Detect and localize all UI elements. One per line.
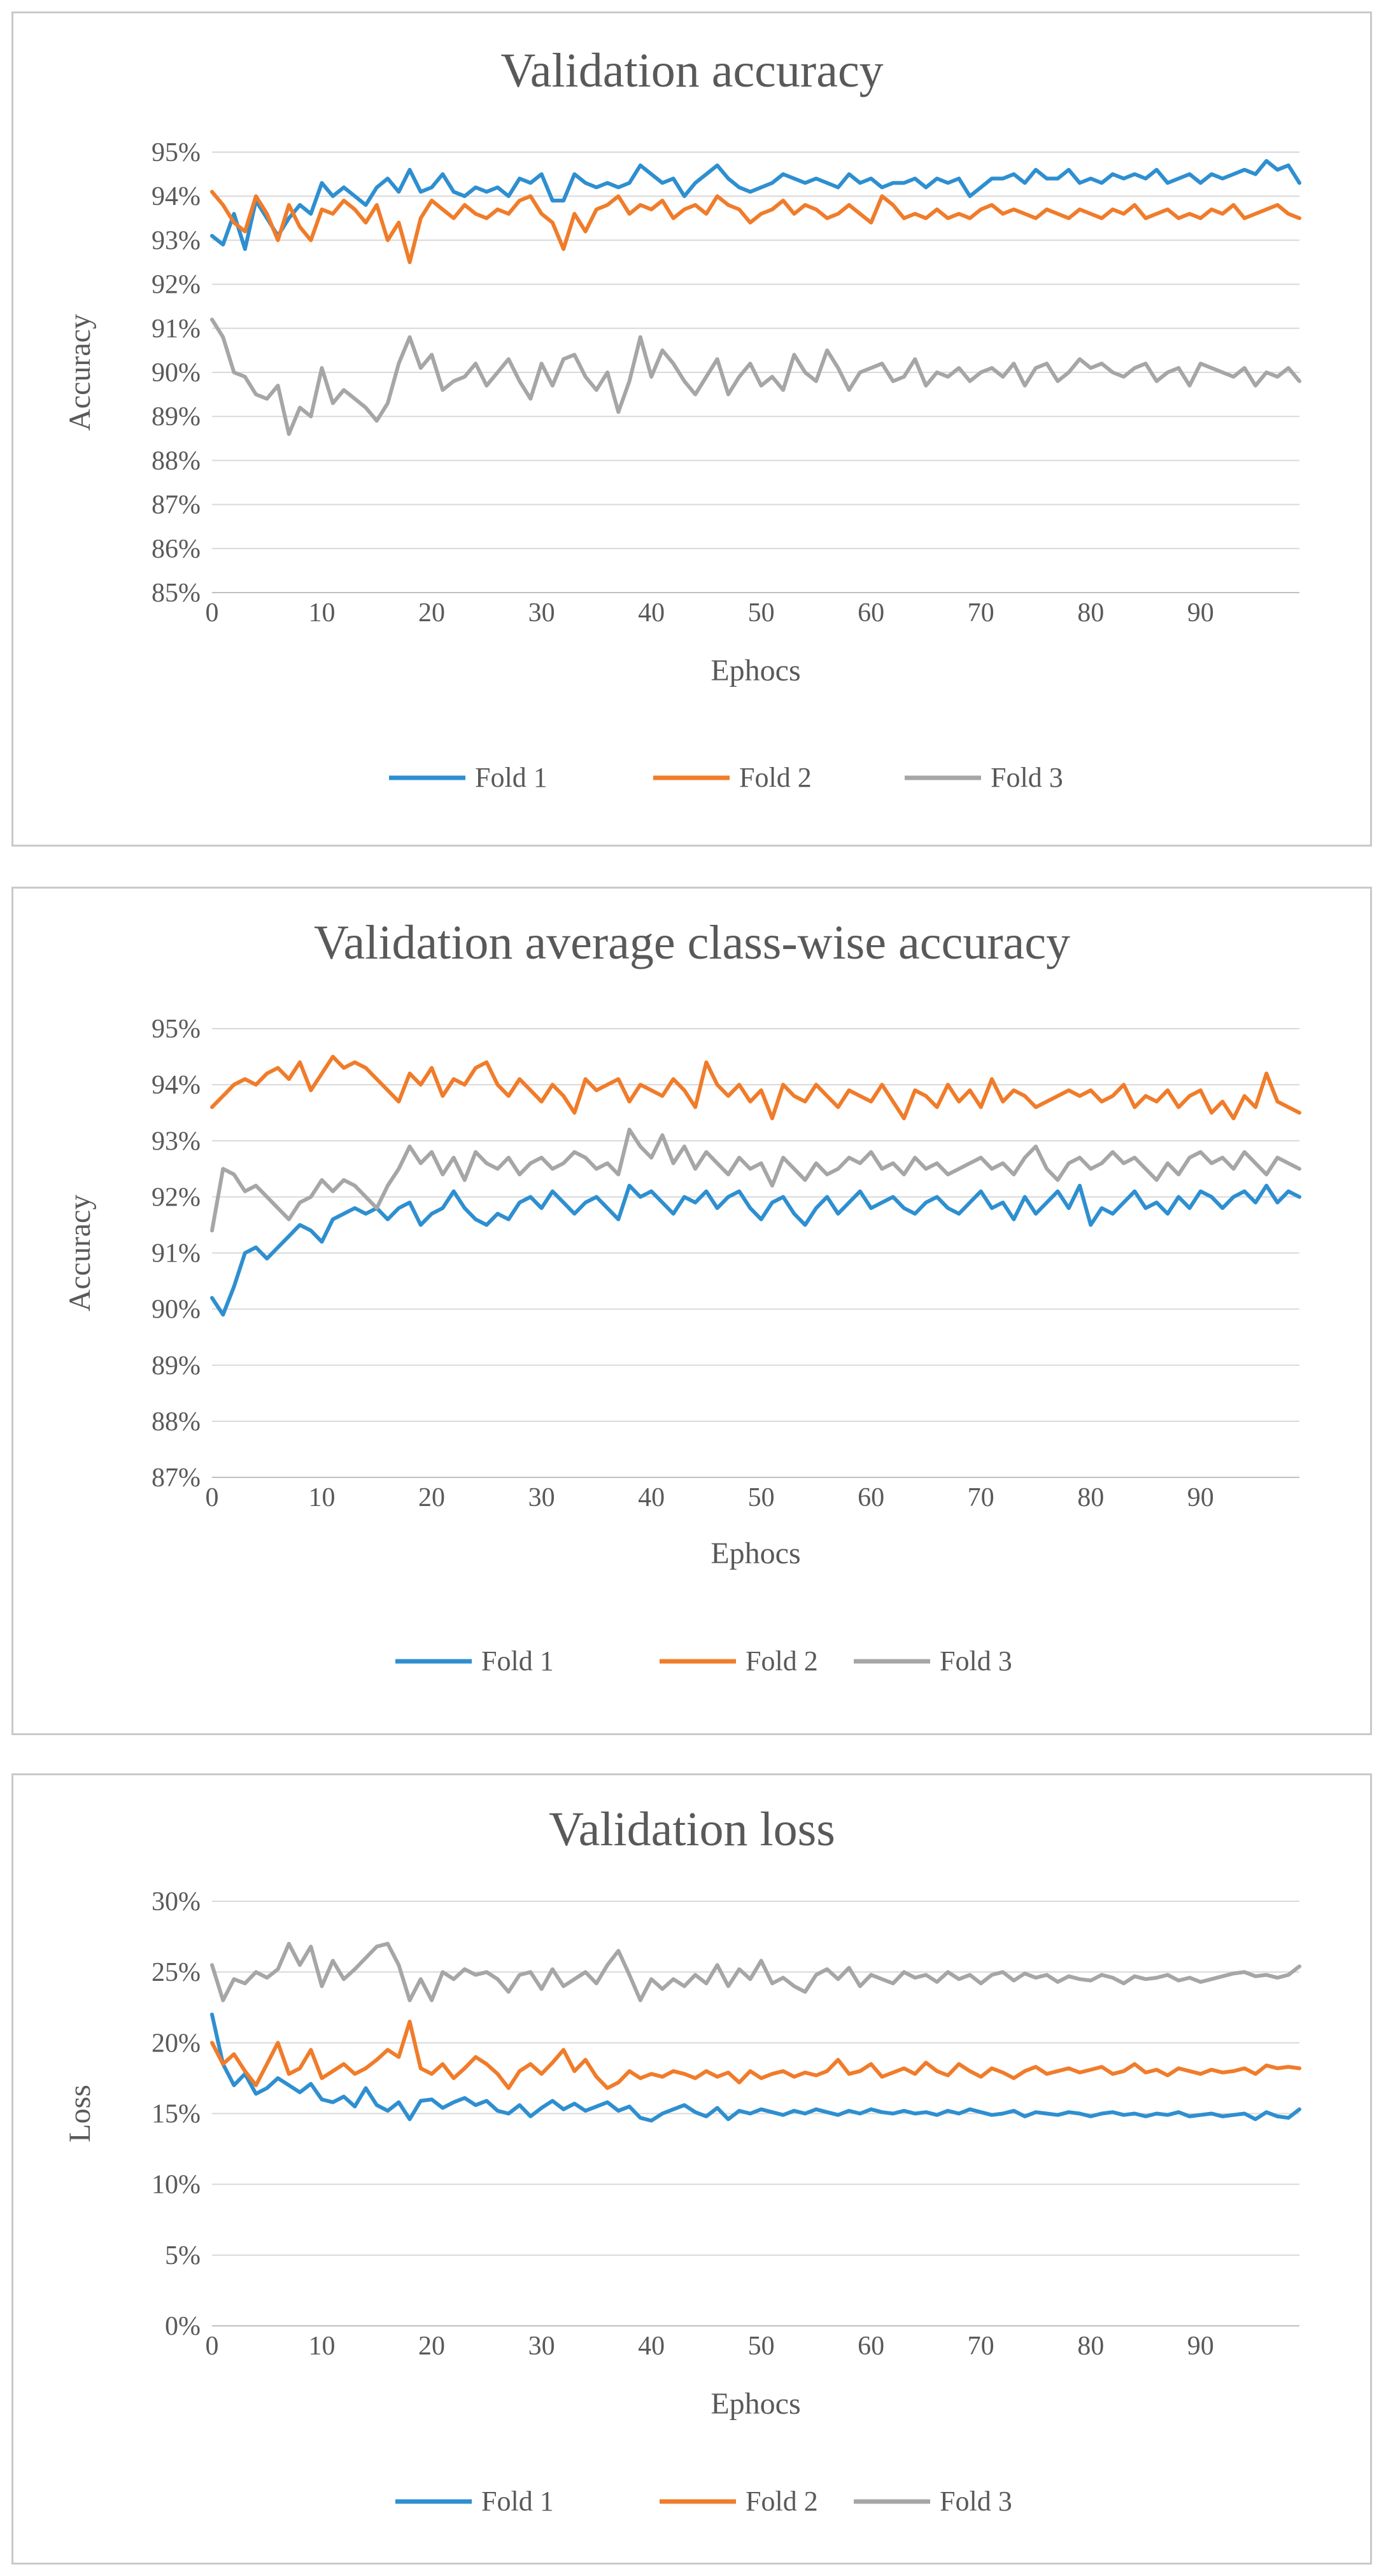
validation-classwise-accuracy-chart-panel: Validation average class-wise accuracy 87… (11, 887, 1372, 1735)
validation-accuracy-chart-panel: Validation accuracy 85% 86% 87% 88% 89% 90% 91%… (11, 11, 1372, 847)
y-tick-label: 88% (152, 1407, 201, 1437)
legend-label-fold-1: Fold 1 (481, 2486, 554, 2517)
y-tick-label: 5% (165, 2241, 201, 2270)
y-tick-label: 91% (152, 314, 201, 344)
series-line-fold-3 (210, 1127, 1301, 1233)
y-tick-label: 87% (152, 1463, 201, 1493)
x-tick-label: 30 (528, 598, 555, 628)
legend-label-fold-3: Fold 3 (991, 762, 1063, 793)
y-tick-label: 93% (152, 1127, 201, 1156)
y-tick-label: 91% (152, 1239, 201, 1269)
y-tick-label: 87% (152, 491, 201, 520)
x-tick-label: 10 (309, 1483, 336, 1512)
legend-label-fold-1: Fold 1 (481, 1645, 554, 1677)
y-tick-label: 88% (152, 446, 201, 475)
y-axis-label: Loss (63, 2085, 97, 2143)
x-tick-label: 0 (206, 2332, 219, 2361)
x-tick-label: 10 (309, 598, 336, 628)
x-tick-label: 80 (1077, 1483, 1104, 1512)
series-line-fold-3 (210, 318, 1301, 436)
y-tick-label: 20% (152, 2029, 201, 2058)
y-tick-label: 95% (152, 1015, 201, 1044)
validation-classwise-accuracy-chart: Validation average class-wise accuracy 87… (63, 916, 1301, 1677)
x-axis-label: Ephocs (711, 654, 800, 687)
y-axis-label: Accuracy (63, 1195, 97, 1312)
y-tick-label: 93% (152, 226, 201, 255)
x-tick-label: 20 (418, 1483, 445, 1512)
x-tick-label: 70 (968, 598, 994, 628)
y-tick-label: 25% (152, 1958, 201, 1987)
series-line-fold-1 (210, 1183, 1301, 1317)
x-tick-label: 40 (638, 1483, 665, 1512)
x-tick-label: 90 (1187, 2332, 1214, 2361)
x-tick-label: 90 (1187, 598, 1214, 628)
y-tick-label: 94% (152, 182, 201, 211)
chart-title: Validation accuracy (500, 44, 883, 97)
y-tick-label: 0% (165, 2312, 201, 2341)
y-tick-label: 10% (152, 2171, 201, 2200)
x-axis-label: Ephocs (711, 2387, 800, 2421)
y-tick-label: 95% (152, 138, 201, 167)
x-tick-label: 60 (858, 598, 884, 628)
series-line-fold-1 (210, 2012, 1301, 2123)
y-tick-label: 89% (152, 402, 201, 432)
y-tick-label: 86% (152, 535, 201, 564)
chart-title: Validation average class-wise accuracy (314, 916, 1070, 969)
y-axis-label: Accuracy (63, 314, 97, 431)
y-tick-label: 94% (152, 1071, 201, 1100)
y-tick-label: 92% (152, 1183, 201, 1212)
series-line-fold-2 (210, 1055, 1301, 1120)
x-tick-label: 80 (1077, 2332, 1104, 2361)
y-tick-label: 92% (152, 271, 201, 300)
validation-loss-chart-panel: Validation loss 0% 5% 10% 15% 20% 25% 30% 0 10 20 3… (11, 1773, 1372, 2565)
x-tick-label: 50 (748, 2332, 775, 2361)
x-tick-label: 60 (858, 1483, 884, 1512)
series-line-fold-2 (210, 190, 1301, 264)
validation-loss-chart: Validation loss 0% 5% 10% 15% 20% 25% 30% 0 10 20 3… (63, 1803, 1301, 2517)
y-tick-label: 90% (152, 358, 201, 388)
series-line-fold-3 (210, 1941, 1301, 2002)
legend-label-fold-2: Fold 2 (739, 762, 812, 793)
x-tick-label: 20 (418, 598, 445, 628)
validation-accuracy-chart: Validation accuracy 85% 86% 87% 88% 89% 90% 91%… (63, 44, 1301, 793)
x-tick-label: 90 (1187, 1483, 1214, 1512)
legend-label-fold-1: Fold 1 (475, 762, 548, 793)
x-tick-label: 40 (638, 2332, 665, 2361)
series-line-fold-1 (210, 158, 1301, 251)
x-tick-label: 40 (638, 598, 665, 628)
x-tick-label: 20 (418, 2332, 445, 2361)
series-line-fold-2 (210, 2020, 1301, 2090)
x-tick-label: 0 (206, 1483, 219, 1512)
x-tick-label: 10 (309, 2332, 336, 2361)
x-tick-label: 50 (748, 1483, 775, 1512)
x-tick-label: 70 (968, 2332, 994, 2361)
x-tick-label: 70 (968, 1483, 994, 1512)
chart-title: Validation loss (549, 1803, 835, 1856)
legend-label-fold-2: Fold 2 (746, 2486, 818, 2517)
legend-label-fold-3: Fold 3 (940, 1645, 1012, 1677)
y-tick-label: 89% (152, 1351, 201, 1381)
legend-label-fold-3: Fold 3 (940, 2486, 1012, 2517)
legend-label-fold-2: Fold 2 (746, 1645, 818, 1677)
x-tick-label: 60 (858, 2332, 884, 2361)
x-tick-label: 50 (748, 598, 775, 628)
y-tick-label: 85% (152, 579, 201, 608)
x-tick-label: 80 (1077, 598, 1104, 628)
y-tick-label: 30% (152, 1887, 201, 1917)
y-tick-label: 90% (152, 1295, 201, 1325)
x-tick-label: 30 (528, 2332, 555, 2361)
x-axis-label: Ephocs (711, 1537, 800, 1570)
x-tick-label: 0 (206, 598, 219, 628)
y-tick-label: 15% (152, 2100, 201, 2129)
x-tick-label: 30 (528, 1483, 555, 1512)
